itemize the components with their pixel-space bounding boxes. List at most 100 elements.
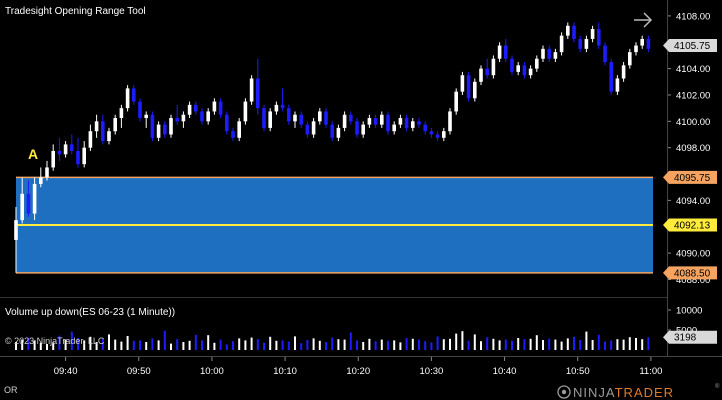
last-price-badge: 4105.75 <box>663 39 717 53</box>
candle <box>330 121 334 142</box>
candle-body <box>516 65 520 72</box>
volume-bar <box>473 334 476 350</box>
candle-body <box>249 78 254 102</box>
range-high-label: 4095.75 <box>674 173 711 184</box>
volume-bar <box>511 340 513 350</box>
volume-bar <box>139 340 141 350</box>
candle-body <box>553 52 558 59</box>
candle-body <box>299 114 303 125</box>
candle-body <box>528 68 533 76</box>
candle <box>280 88 285 112</box>
volume-bar <box>294 336 296 350</box>
volume-bar <box>622 339 625 350</box>
range-mid-label: 4092.13 <box>674 221 711 232</box>
price-tick-label: 4104.00 <box>676 64 710 75</box>
candle <box>125 85 130 112</box>
volume-bar <box>15 342 17 350</box>
volume-bar <box>498 340 501 350</box>
candle-body <box>510 58 514 72</box>
candle-body <box>200 111 204 122</box>
candle-body <box>473 81 477 99</box>
volume-bar <box>585 331 588 350</box>
volume-bar <box>312 338 315 350</box>
volume-bar <box>560 341 563 350</box>
volume-bar <box>430 342 433 350</box>
volume-bar <box>287 341 290 350</box>
last-price-badge-shape <box>663 39 717 53</box>
candle-body <box>578 38 582 49</box>
volume-bar <box>418 339 420 350</box>
candle <box>268 108 272 132</box>
candle-body <box>522 65 527 76</box>
volume-bar <box>449 338 451 350</box>
volume-bar <box>244 340 247 350</box>
candle-body <box>262 108 266 128</box>
logo-dot-icon <box>561 389 567 395</box>
volume-bar <box>542 340 544 350</box>
candle <box>175 104 179 125</box>
time-tick-label: 10:40 <box>493 366 517 377</box>
candle-body <box>547 48 551 59</box>
candle-body <box>392 124 396 132</box>
time-tick-label: 09:50 <box>127 366 151 377</box>
candle <box>311 118 316 138</box>
candle-body <box>559 35 564 53</box>
candle <box>349 111 353 125</box>
candle <box>417 118 421 128</box>
price-tick-label: 4108.00 <box>676 11 710 22</box>
volume-bar <box>64 339 67 350</box>
candle-body <box>584 38 589 49</box>
volume-bar <box>616 339 619 350</box>
candle-body <box>132 88 136 102</box>
candle-body <box>94 121 99 132</box>
candle <box>138 98 142 122</box>
candle-body <box>218 101 223 115</box>
brand-name-a: NINJA <box>573 385 615 400</box>
candle <box>522 62 527 79</box>
price-tick-label: 4094.00 <box>676 196 710 207</box>
candle-body <box>225 114 229 132</box>
candle-body <box>411 121 415 128</box>
candle-body <box>243 101 248 122</box>
volume-bar <box>548 338 551 350</box>
candle <box>597 22 601 49</box>
volume-bar <box>58 335 61 350</box>
candle <box>411 118 415 132</box>
candle-body <box>150 114 155 138</box>
candle-body <box>51 150 55 168</box>
arrow-right-icon[interactable] <box>634 12 653 28</box>
candle-body <box>367 118 372 125</box>
volume-bar <box>21 339 24 350</box>
candle <box>194 101 198 115</box>
candle <box>342 111 347 132</box>
marker-label-a: A <box>28 146 38 162</box>
candle <box>404 114 409 132</box>
candle-body <box>640 38 644 46</box>
candle <box>628 48 632 69</box>
candle-body <box>398 118 403 125</box>
candle-body <box>435 134 440 138</box>
price-tick-label: 4098.00 <box>676 143 710 154</box>
candle-body <box>194 104 198 112</box>
volume-bar <box>33 340 36 350</box>
volume-bar <box>573 336 575 350</box>
volume-bar <box>126 336 129 350</box>
candle <box>57 137 62 161</box>
volume-bar <box>52 342 55 350</box>
candle <box>603 42 607 66</box>
candle-body <box>311 121 316 135</box>
candle <box>305 121 310 138</box>
candle <box>646 35 651 53</box>
candle-body <box>76 150 80 165</box>
volume-bar <box>275 340 278 350</box>
candle <box>206 108 210 125</box>
time-tick-label: 09:40 <box>54 366 78 377</box>
candle <box>373 114 378 128</box>
candle <box>256 58 260 115</box>
volume-bar <box>213 342 216 350</box>
candle <box>473 78 477 102</box>
candle <box>541 45 545 63</box>
volume-bar <box>610 340 613 350</box>
volume-bar <box>114 339 117 350</box>
candle-body <box>628 52 632 66</box>
